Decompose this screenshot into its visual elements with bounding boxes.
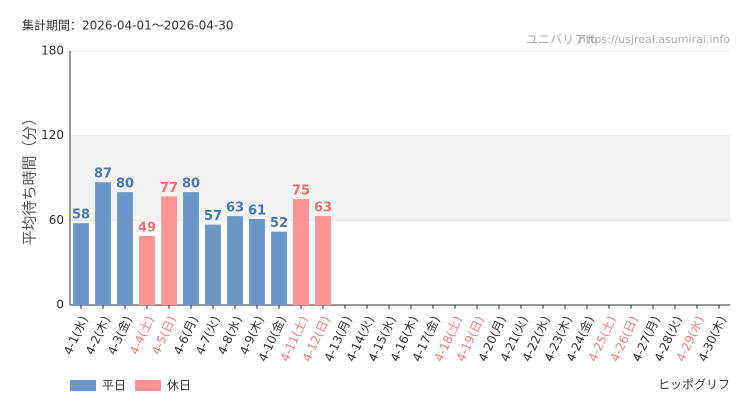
y-tick-label: 120 <box>41 128 64 142</box>
bar <box>249 218 265 305</box>
y-axis-label: 平均待ち時間（分） <box>21 110 39 245</box>
legend-label: 平日 <box>102 379 126 393</box>
value-label: 87 <box>94 167 112 182</box>
subject: ヒッポグリフ <box>658 378 730 392</box>
source: ユニバリアル <box>526 33 598 47</box>
y-tick-label: 0 <box>56 298 64 312</box>
value-label: 49 <box>138 220 156 235</box>
bar <box>227 216 243 305</box>
bar <box>205 224 221 305</box>
y-tick-label: 180 <box>41 44 64 58</box>
value-label: 63 <box>314 201 332 216</box>
url: https://usjreal.asumirai.info <box>579 33 730 46</box>
value-label: 80 <box>116 177 134 192</box>
value-label: 63 <box>226 201 244 216</box>
bar <box>315 216 331 305</box>
shaded-band <box>70 135 730 221</box>
bar <box>73 223 89 305</box>
bar <box>139 235 155 305</box>
bar <box>271 231 287 305</box>
value-label: 61 <box>248 203 266 218</box>
value-label: 80 <box>182 177 200 192</box>
bar <box>293 199 309 305</box>
legend-label: 休日 <box>167 379 191 393</box>
value-label: 75 <box>292 184 310 199</box>
bar <box>95 182 111 305</box>
legend-swatch <box>135 380 161 391</box>
bar <box>183 192 199 305</box>
period: 集計期間：2026-04-01～2026-04-30 <box>22 18 233 33</box>
value-label: 77 <box>160 181 178 196</box>
value-label: 57 <box>204 209 222 224</box>
value-label: 52 <box>270 216 288 231</box>
legend-swatch <box>70 380 96 391</box>
bar <box>117 192 133 305</box>
y-tick-label: 60 <box>49 213 64 227</box>
bar <box>161 196 177 305</box>
value-label: 58 <box>72 208 90 223</box>
